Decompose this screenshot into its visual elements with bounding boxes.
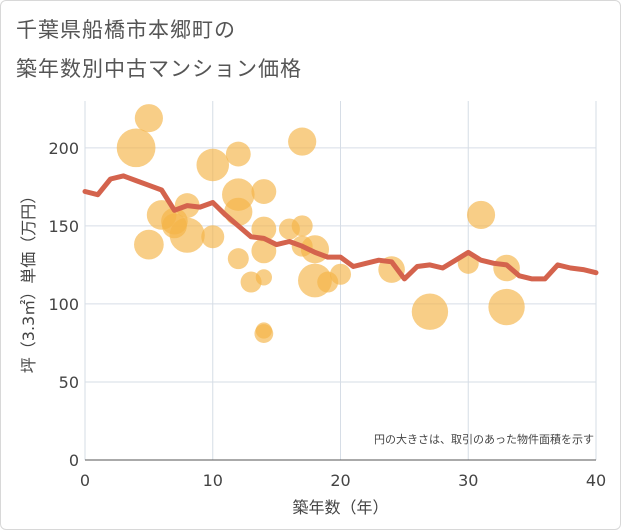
bubble (251, 238, 277, 264)
tick-labels: 0 10 20 30 40 0 50 100 150 200 (48, 139, 606, 490)
bubble (225, 141, 251, 167)
y-tick-label: 0 (69, 451, 79, 470)
y-tick-label: 50 (59, 373, 79, 392)
x-axis-label: 築年数（年） (292, 498, 388, 517)
x-tick-label: 40 (586, 471, 606, 490)
x-tick-label: 30 (458, 471, 478, 490)
bubble (254, 324, 274, 343)
bubble (227, 248, 249, 270)
x-tick-label: 0 (80, 471, 90, 490)
x-tick-label: 20 (330, 471, 350, 490)
bubble (134, 104, 163, 133)
bubble-series (116, 104, 525, 343)
bubble (411, 293, 449, 330)
bubble (116, 128, 156, 168)
bubble (255, 269, 272, 286)
y-tick-label: 150 (48, 217, 79, 236)
bubble (196, 148, 230, 182)
bubble (169, 217, 205, 253)
y-axis-label: 坪（3.3㎡）単価（万円） (19, 188, 38, 373)
bubble (466, 200, 496, 230)
chart-title-line-1: 千葉県船橋市本郷町の (16, 18, 236, 42)
bubble (251, 179, 277, 204)
trend-line (82, 173, 599, 282)
chart-title-line-2: 築年数別中古マンション価格 (16, 57, 302, 81)
y-tick-label: 200 (48, 139, 79, 158)
y-tick-label: 100 (48, 295, 79, 314)
bubble (201, 225, 225, 249)
bubble (134, 229, 164, 260)
bubble (488, 288, 525, 326)
bubble (224, 197, 253, 226)
x-tick-label: 10 (203, 471, 223, 490)
bubble (288, 127, 317, 156)
bubble (291, 215, 313, 237)
bubble-size-note: 円の大きさは、取引のあった物件面積を示す (374, 432, 594, 446)
bubble (330, 263, 351, 285)
